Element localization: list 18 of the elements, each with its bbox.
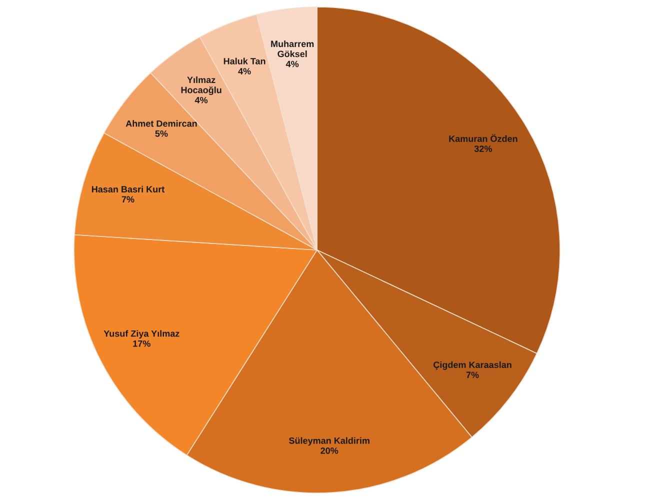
slice-label: Muharrem Göksel xyxy=(271,40,314,58)
slice-label: Çigdem Karaaslan xyxy=(434,361,512,370)
data-label: 4% xyxy=(286,60,299,68)
slice-label: Yılmaz Hocaoğlu xyxy=(181,76,222,96)
slice-label: Hasan Basri Kurt xyxy=(92,186,164,192)
data-label: 4% xyxy=(238,68,251,74)
slice-label: Ahmet Demircan xyxy=(126,120,197,127)
slice-label: Süleyman Kaldirim xyxy=(288,437,370,446)
data-label: 32% xyxy=(474,146,492,152)
data-label: 4% xyxy=(194,96,208,104)
data-label: 7% xyxy=(466,372,479,378)
slice-label: Kamuran Özden xyxy=(449,134,518,142)
data-label: 5% xyxy=(155,130,168,137)
data-label: 20% xyxy=(320,448,338,454)
slice-label: Yusuf Ziya Yılmaz xyxy=(104,330,180,339)
data-label: 7% xyxy=(122,196,134,203)
data-label: 17% xyxy=(133,340,150,347)
slice-label: Haluk Tan xyxy=(224,58,266,64)
